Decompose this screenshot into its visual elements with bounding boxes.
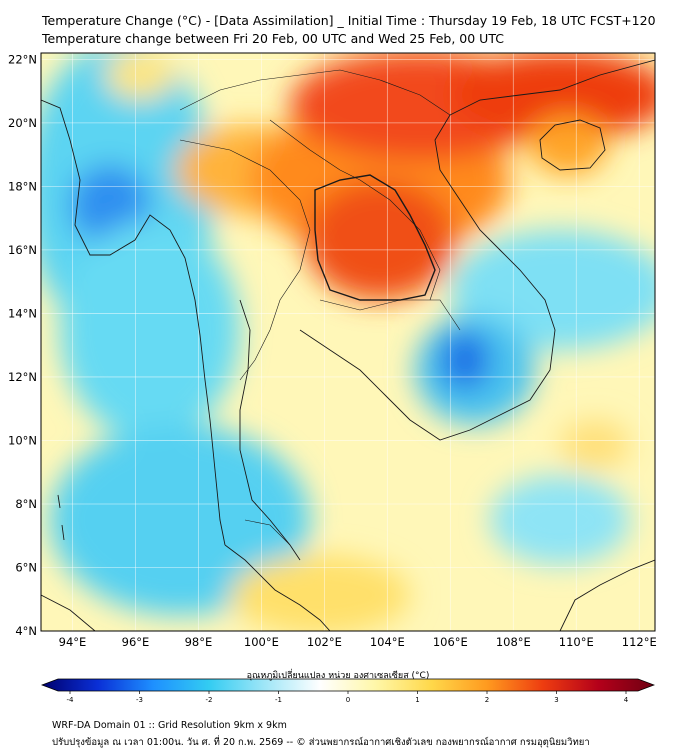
lat-label: 10°N — [8, 433, 37, 447]
coastline-gulf-thailand — [239, 299, 301, 561]
lon-label: 100°E — [244, 635, 279, 649]
colorbar-tick-label: -4 — [67, 696, 75, 704]
border-laos — [269, 119, 441, 301]
colorbar-tick-label: 0 — [346, 696, 350, 704]
lat-label: 16°N — [8, 243, 37, 257]
lat-label: 14°N — [8, 306, 37, 320]
coastline-myanmar — [41, 99, 226, 546]
longitude-labels: 94°E 96°E 98°E 100°E 102°E 104°E 106°E 108°E 110… — [59, 635, 657, 649]
lat-label: 8°N — [15, 497, 37, 511]
lon-label: 106°E — [433, 635, 468, 649]
colorbar-tick-label: 1 — [415, 696, 419, 704]
colorbar-tick-label: 2 — [485, 696, 489, 704]
coastline-china — [449, 59, 655, 116]
lat-label: 12°N — [8, 370, 37, 384]
lat-label: 20°N — [8, 116, 37, 130]
border-china — [179, 69, 451, 116]
footer-line1: WRF-DA Domain 01 :: Grid Resolution 9km … — [52, 720, 287, 731]
colorbar-label: อุณหภูมิเปลี่ยนแปลง หน่วย องศาเซลเซียส (… — [246, 671, 430, 681]
coastline-sumatra — [41, 594, 96, 631]
colorbar-tick-label: -1 — [275, 696, 282, 704]
lon-label: 112°E — [622, 635, 657, 649]
lon-label: 110°E — [559, 635, 594, 649]
lat-label: 18°N — [8, 179, 37, 193]
lon-label: 102°E — [307, 635, 342, 649]
graticule — [41, 53, 655, 632]
lat-label: 22°N — [8, 52, 37, 66]
colorbar: -4 -3 -2 -1 0 1 2 3 4 — [41, 678, 655, 704]
colorbar-bar — [41, 678, 655, 692]
coastline-peninsula — [224, 544, 331, 631]
map-title-line2: Temperature change between Fri 20 Feb, 0… — [42, 31, 504, 46]
coastline-hainan — [539, 119, 606, 171]
lon-label: 104°E — [370, 635, 405, 649]
colorbar-tick-label: -2 — [206, 696, 213, 704]
lat-label: 4°N — [15, 624, 37, 638]
footer-line2: ปรับปรุงข้อมูล ณ เวลา 01:00น. วัน ศ. ที่… — [52, 737, 590, 748]
coastline-cambodia-vietnam — [299, 114, 556, 441]
lon-label: 96°E — [122, 635, 150, 649]
lon-label: 94°E — [59, 635, 87, 649]
coastline-borneo — [559, 559, 655, 631]
colorbar-ticks: -4 -3 -2 -1 0 1 2 3 4 — [67, 691, 629, 704]
colorbar-tick-label: -3 — [136, 696, 143, 704]
plot-frame — [40, 52, 656, 632]
map-title-line1: Temperature Change (°C) - [Data Assimila… — [42, 13, 656, 28]
lon-label: 98°E — [185, 635, 213, 649]
lon-label: 108°E — [496, 635, 531, 649]
coastlines-and-borders — [41, 59, 655, 631]
border-thailand — [179, 139, 311, 381]
colorbar-tick-label: 3 — [554, 696, 558, 704]
colorbar-tick-label: 4 — [624, 696, 629, 704]
border-northeast-thailand — [314, 174, 436, 301]
latitude-labels: 22°N 20°N 18°N 16°N 14°N 12°N 10°N 8°N 6°N 4°N — [8, 52, 37, 638]
border-malaysia — [244, 519, 291, 546]
temperature-field — [41, 53, 655, 631]
lat-label: 6°N — [15, 560, 37, 574]
andaman-islands — [57, 494, 65, 541]
